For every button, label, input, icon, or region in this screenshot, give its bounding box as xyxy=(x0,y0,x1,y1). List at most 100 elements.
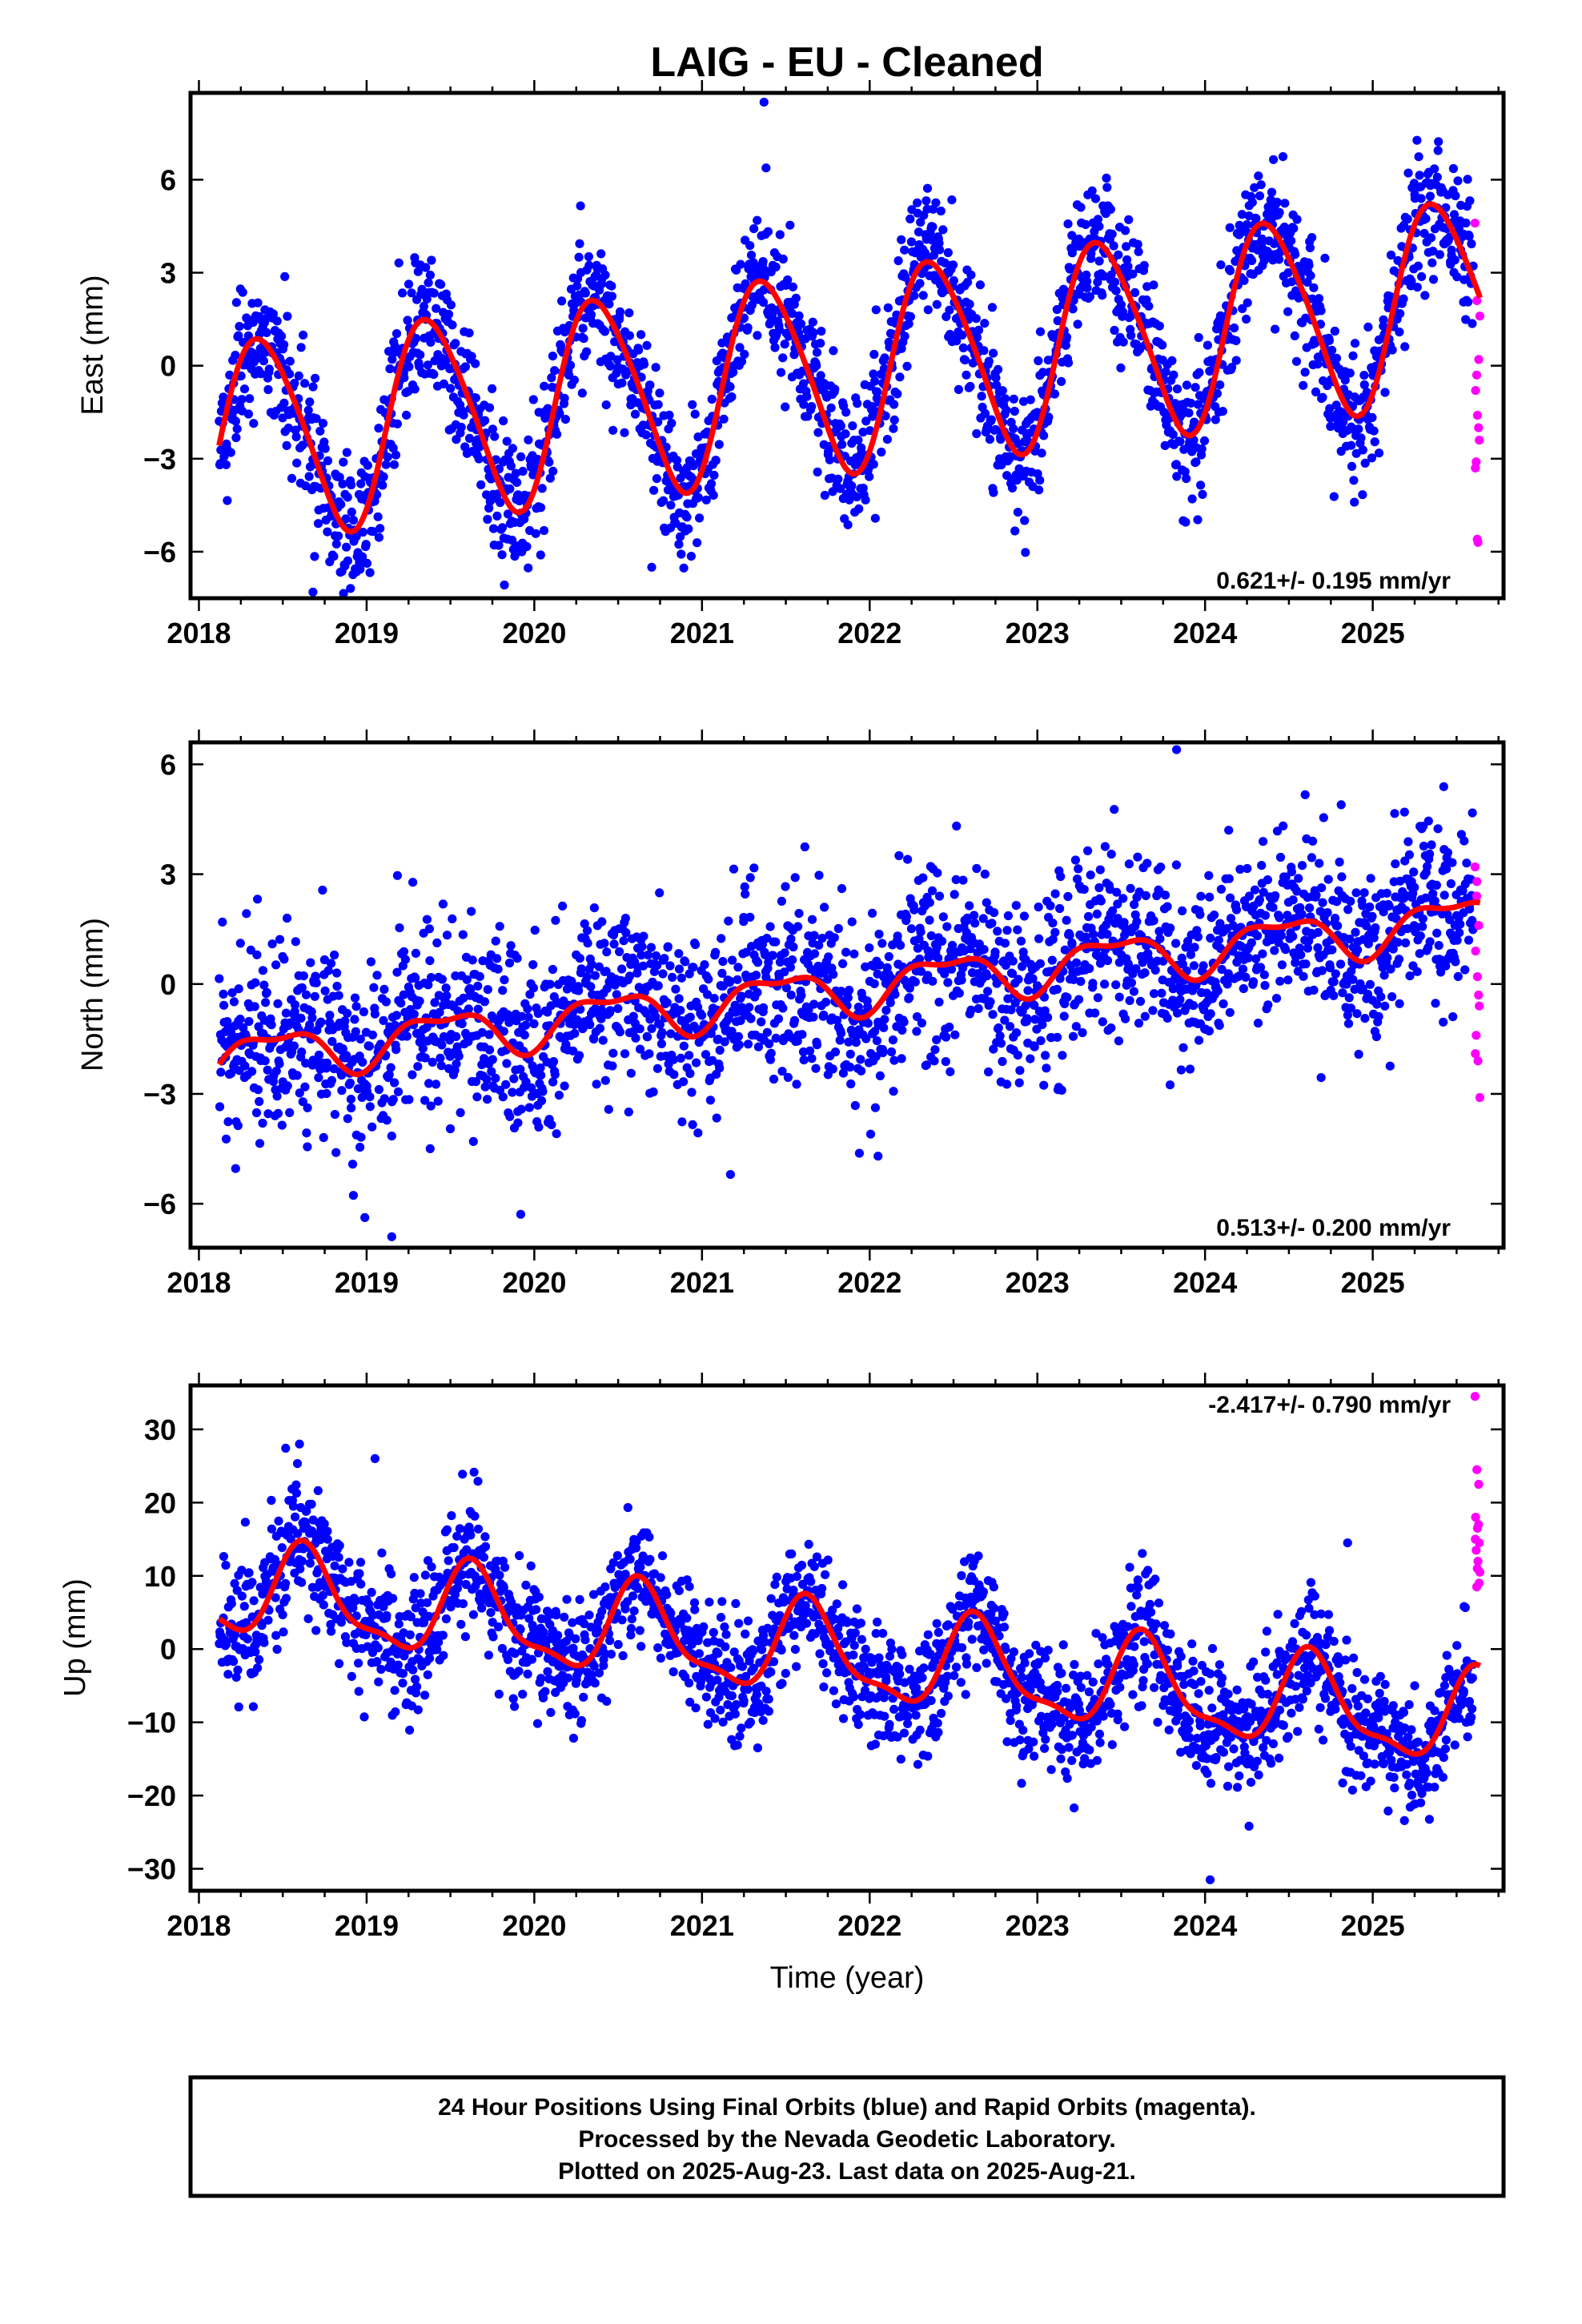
data-point xyxy=(1336,800,1346,810)
x-tick-label: 2022 xyxy=(837,617,901,649)
data-point xyxy=(536,503,546,513)
data-point xyxy=(717,934,726,943)
data-point xyxy=(1352,1009,1362,1019)
data-point xyxy=(1391,859,1400,869)
data-point xyxy=(608,425,618,435)
data-point xyxy=(1106,204,1115,214)
data-point xyxy=(729,864,739,874)
data-point xyxy=(282,913,292,923)
data-point xyxy=(681,957,690,967)
data-point xyxy=(634,345,644,355)
data-point xyxy=(329,552,339,561)
data-point xyxy=(684,524,693,534)
data-point xyxy=(582,972,592,982)
data-point xyxy=(1012,1028,1022,1038)
north-final-orbit-points xyxy=(215,745,1478,1241)
data-point xyxy=(1231,336,1241,345)
data-point xyxy=(877,447,886,457)
data-point xyxy=(1206,1009,1215,1019)
data-point xyxy=(676,473,685,483)
data-point xyxy=(1305,243,1315,252)
x-tick-label: 2018 xyxy=(167,617,231,649)
data-point xyxy=(1215,380,1225,390)
data-point xyxy=(1307,853,1316,862)
data-point xyxy=(484,403,495,412)
data-point xyxy=(809,1012,818,1022)
data-point xyxy=(263,384,273,395)
data-point xyxy=(248,1702,258,1711)
data-point xyxy=(590,971,600,980)
data-point xyxy=(669,1070,679,1080)
data-point xyxy=(865,1129,876,1139)
data-point xyxy=(820,903,829,912)
data-point xyxy=(1369,426,1379,436)
data-point xyxy=(1289,223,1299,233)
data-point xyxy=(1320,253,1330,263)
data-point xyxy=(1278,152,1288,162)
data-point xyxy=(747,300,757,310)
data-point xyxy=(936,206,946,216)
data-point xyxy=(718,957,728,967)
data-point xyxy=(1439,891,1449,900)
data-point xyxy=(385,364,395,374)
data-point xyxy=(422,915,432,924)
data-point xyxy=(279,955,289,964)
data-point xyxy=(291,1480,301,1490)
data-point xyxy=(1329,991,1339,1000)
data-point xyxy=(1384,901,1394,911)
data-point xyxy=(332,981,342,991)
rapid-point xyxy=(1472,891,1482,901)
data-point xyxy=(1283,307,1293,316)
data-point xyxy=(554,1091,564,1100)
x-tick-label: 2024 xyxy=(1173,1266,1237,1299)
data-point xyxy=(1385,1061,1395,1071)
data-point xyxy=(1121,226,1130,235)
data-point xyxy=(412,334,421,344)
data-point xyxy=(569,376,580,385)
data-point xyxy=(374,1084,383,1095)
data-point xyxy=(471,393,480,403)
data-point xyxy=(1313,943,1323,953)
data-point xyxy=(792,1080,801,1089)
data-point xyxy=(247,1067,257,1076)
data-point xyxy=(1271,891,1280,901)
data-point xyxy=(277,1543,287,1553)
data-point xyxy=(1193,932,1203,942)
data-point xyxy=(605,361,616,371)
data-point xyxy=(1343,1019,1354,1028)
data-point xyxy=(1219,999,1228,1009)
data-point xyxy=(1370,437,1379,447)
data-point xyxy=(313,519,323,529)
data-point xyxy=(989,348,998,358)
data-point xyxy=(1420,291,1430,300)
data-point xyxy=(550,366,560,376)
data-point xyxy=(1393,938,1403,947)
data-point xyxy=(1002,1080,1012,1089)
data-point xyxy=(1461,218,1471,228)
data-point xyxy=(1014,975,1023,984)
data-point xyxy=(662,998,672,1007)
east-axis-label: East (mm) xyxy=(76,275,110,415)
data-point xyxy=(464,433,475,444)
data-point xyxy=(1395,999,1404,1008)
data-point xyxy=(483,514,492,525)
data-point xyxy=(984,356,994,366)
data-point xyxy=(753,987,762,997)
data-point xyxy=(400,373,409,383)
data-point xyxy=(1359,371,1369,380)
data-point xyxy=(653,417,663,427)
data-point xyxy=(858,484,868,493)
data-point xyxy=(899,1017,909,1027)
data-point xyxy=(1426,233,1436,243)
data-point xyxy=(1291,356,1302,366)
data-point xyxy=(942,1032,951,1042)
data-point xyxy=(666,501,676,510)
data-point xyxy=(1410,883,1419,892)
data-point xyxy=(483,1095,492,1104)
data-point xyxy=(780,340,789,349)
data-point xyxy=(442,931,452,940)
rapid-point xyxy=(1472,972,1482,982)
data-point xyxy=(1331,353,1342,363)
data-point xyxy=(620,914,631,923)
data-point xyxy=(398,288,408,298)
